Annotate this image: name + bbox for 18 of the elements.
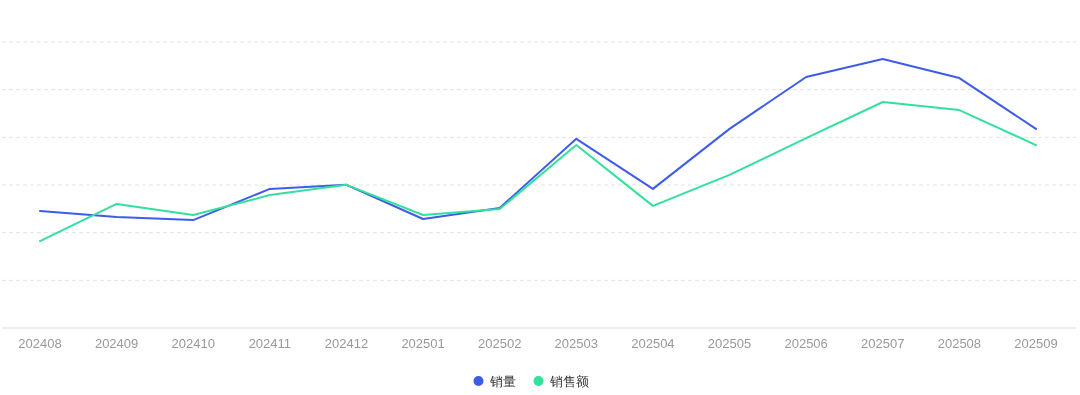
x-tick-label: 202508 bbox=[937, 336, 982, 351]
legend-item: 销量 bbox=[473, 374, 516, 389]
x-tick-label: 202501 bbox=[401, 336, 445, 351]
x-tick-label: 202505 bbox=[707, 336, 752, 351]
x-tick-label: 202502 bbox=[478, 336, 522, 351]
x-tick-label: 202408 bbox=[18, 336, 62, 351]
x-tick-label: 202509 bbox=[1014, 336, 1058, 351]
legend-item: 销售额 bbox=[533, 374, 589, 389]
x-tick-label: 202411 bbox=[248, 336, 292, 351]
x-tick-label: 202412 bbox=[324, 336, 369, 351]
x-tick-label: 202507 bbox=[861, 336, 905, 351]
legend-label: 销售额 bbox=[548, 374, 589, 389]
x-tick-label: 202503 bbox=[554, 336, 598, 351]
x-tick-label: 202410 bbox=[171, 336, 215, 351]
legend-label: 销量 bbox=[488, 374, 516, 389]
x-tick-label: 202506 bbox=[784, 336, 828, 351]
x-tick-label: 202504 bbox=[631, 336, 675, 351]
x-tick-label: 202409 bbox=[94, 336, 139, 351]
